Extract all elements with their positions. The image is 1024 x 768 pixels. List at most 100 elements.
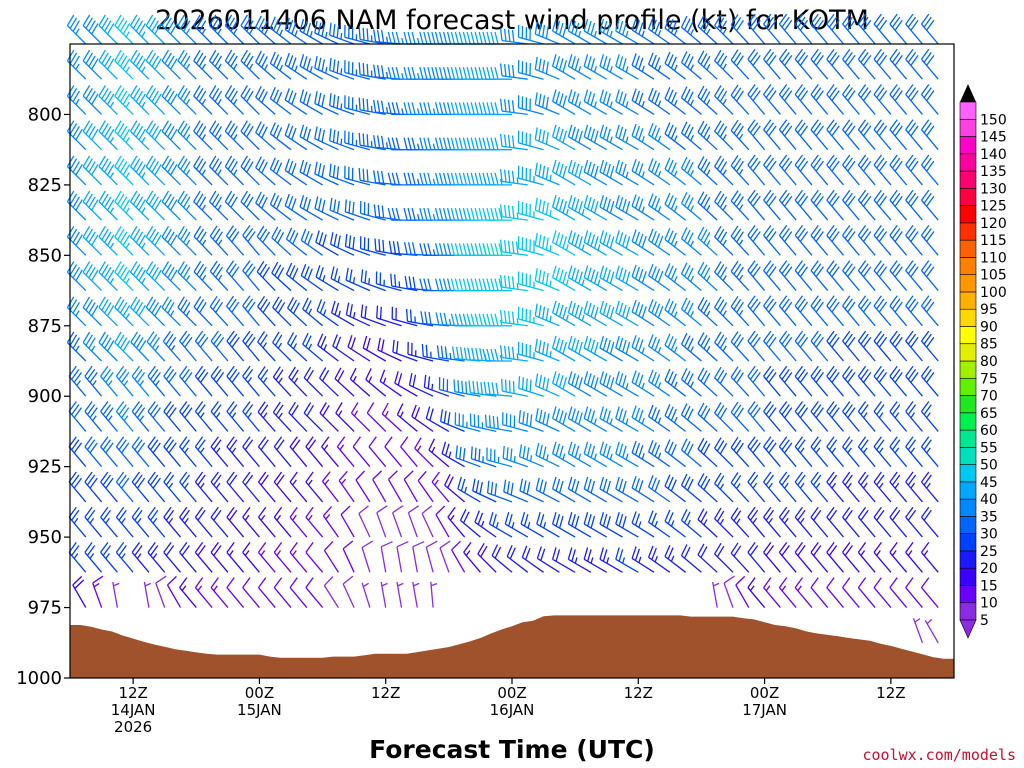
wind-barb-shape <box>551 406 576 432</box>
wind-barb <box>583 335 608 362</box>
wind-barb <box>583 195 608 221</box>
wind-barb-shape <box>68 542 87 573</box>
wind-barb-shape <box>284 52 308 80</box>
wind-barb <box>360 269 386 292</box>
wind-barb <box>257 471 276 503</box>
wind-barb <box>826 471 844 503</box>
y-tick-label: 950 <box>28 527 62 548</box>
colorbar-label: 10 <box>980 596 998 612</box>
wind-barb-shape <box>517 271 544 292</box>
wind-barb <box>517 236 544 256</box>
wind-barb-shape <box>434 67 465 80</box>
wind-barb <box>647 193 671 221</box>
wind-barb <box>194 471 213 503</box>
wind-barb-shape <box>161 120 181 151</box>
wind-barb <box>84 506 103 538</box>
wind-barb-shape <box>344 165 371 186</box>
wind-barb <box>889 295 908 327</box>
wind-barb <box>519 478 544 503</box>
wind-barb <box>373 135 402 151</box>
colorbar-label: 145 <box>980 130 1007 146</box>
wind-barb-shape <box>714 225 734 256</box>
wind-barb-shape <box>115 506 134 538</box>
wind-barb <box>114 190 134 221</box>
wind-barb <box>680 86 702 115</box>
wind-barb <box>912 618 924 644</box>
wind-barb-shape <box>842 119 860 151</box>
wind-barb-shape <box>208 120 229 151</box>
wind-barb-shape <box>599 18 623 45</box>
wind-barb-shape <box>920 48 939 80</box>
wind-barb <box>179 330 197 362</box>
wind-barb <box>615 476 639 503</box>
wind-barb-shape <box>763 471 781 503</box>
wind-barb <box>714 437 734 468</box>
wind-barb <box>194 330 213 362</box>
wind-barb-shape <box>615 441 639 468</box>
wind-barb <box>615 547 639 573</box>
wind-barb-shape <box>208 14 229 45</box>
colorbar-label: 40 <box>980 492 998 508</box>
wind-barb-shape <box>647 17 671 45</box>
wind-barb <box>162 330 181 362</box>
wind-barb <box>68 436 87 468</box>
wind-barb <box>534 338 560 362</box>
wind-barb-shape <box>664 87 686 115</box>
wind-barb <box>466 207 497 221</box>
wind-barb-shape <box>517 165 544 186</box>
wind-barb <box>391 505 404 538</box>
wind-barb <box>920 260 939 292</box>
wind-barb-shape <box>179 542 197 573</box>
wind-barb <box>396 541 409 573</box>
wind-barb-shape <box>763 365 781 397</box>
wind-barb-shape <box>179 506 197 538</box>
wind-barb <box>342 540 355 573</box>
wind-barb <box>112 581 120 608</box>
wind-barb <box>794 330 813 362</box>
wind-barb-shape <box>826 330 844 362</box>
wind-barb <box>392 339 418 362</box>
wind-barb <box>842 506 860 538</box>
wind-barb <box>647 87 671 115</box>
wind-barb-shape <box>889 401 908 432</box>
wind-barb-shape <box>842 84 860 115</box>
wind-barb-shape <box>517 341 544 362</box>
wind-barb <box>224 190 245 221</box>
x-tick-label: 17JAN <box>742 701 787 719</box>
wind-barb-shape <box>631 158 655 186</box>
wind-barb-shape <box>697 332 718 362</box>
colorbar-segment <box>959 222 977 241</box>
x-axis-label: Forecast Time (UTC) <box>369 735 655 764</box>
wind-barb <box>147 506 166 538</box>
wind-barb-shape <box>747 189 766 221</box>
wind-barb-shape <box>599 124 623 151</box>
wind-barb <box>419 137 449 151</box>
wind-barb-shape <box>697 261 718 292</box>
wind-barb <box>826 506 844 538</box>
wind-barb <box>210 506 229 538</box>
wind-barb <box>697 332 718 362</box>
wind-barb <box>255 50 276 80</box>
wind-barb-shape <box>210 330 229 362</box>
wind-barb <box>778 13 797 45</box>
wind-barb <box>747 154 766 186</box>
wind-barb-shape <box>115 471 134 503</box>
wind-barb-shape <box>177 155 197 186</box>
wind-barb-shape <box>583 512 608 538</box>
wind-barb <box>905 13 923 45</box>
wind-barb <box>842 577 860 609</box>
wind-barb <box>599 54 623 80</box>
wind-barb <box>664 263 686 292</box>
wind-barb <box>194 401 213 432</box>
wind-barb <box>680 51 702 80</box>
wind-barb-shape <box>434 278 465 292</box>
wind-barb <box>269 192 292 221</box>
wind-barb-shape <box>451 346 481 362</box>
wind-barb <box>810 154 829 186</box>
wind-barb-shape <box>504 512 529 538</box>
wind-barb <box>436 345 465 362</box>
wind-barb-shape <box>82 49 103 80</box>
wind-barb <box>300 263 323 292</box>
wind-barb-shape <box>129 261 150 292</box>
wind-barb <box>131 401 150 432</box>
